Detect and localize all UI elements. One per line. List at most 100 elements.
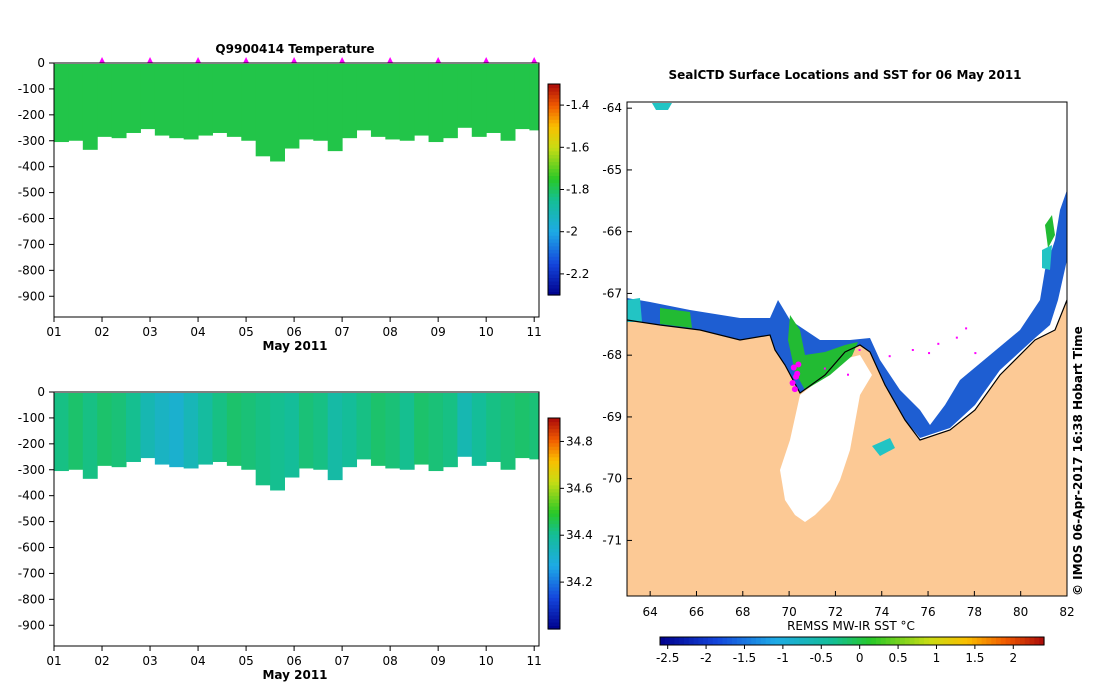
colorbar-segment	[548, 291, 560, 296]
profile-marker	[291, 57, 298, 63]
colorbar-segment	[548, 498, 560, 503]
profile-cell	[457, 393, 473, 457]
colorbar-segment	[548, 150, 560, 155]
x-tick-label: 11	[527, 325, 542, 339]
colorbar-segment	[548, 470, 560, 475]
profile-cell	[342, 393, 358, 468]
colorbar-segment	[962, 637, 968, 645]
colorbar-segment	[813, 637, 819, 645]
colorbar-tick-label: 1.5	[965, 651, 984, 665]
x-tick-label: 03	[142, 654, 157, 668]
profile-cell	[385, 393, 401, 469]
profile-cell	[500, 393, 516, 470]
profile-cell	[183, 393, 199, 469]
lat-tick-label: -69	[602, 410, 622, 424]
colorbar-segment	[703, 637, 709, 645]
seal-positions	[789, 361, 802, 393]
salinity-x-axis: 01 02 03 04 05 06 07 08 09 10 11	[46, 646, 542, 668]
colorbar-segment	[548, 224, 560, 229]
colorbar-segment	[548, 442, 560, 447]
colorbar-segment	[727, 637, 733, 645]
y-tick-label: -800	[18, 263, 45, 277]
profile-cell	[442, 393, 458, 468]
colorbar-segment	[679, 637, 685, 645]
profile-cell	[500, 64, 516, 141]
profile-cell	[428, 393, 444, 472]
x-tick-label: 07	[334, 325, 349, 339]
colorbar-segment	[548, 210, 560, 215]
colorbar-tick-label: -2.2	[566, 267, 589, 281]
colorbar-segment	[548, 572, 560, 577]
colorbar-segment	[548, 558, 560, 563]
colorbar-segment	[741, 637, 747, 645]
profile-cell	[226, 64, 242, 137]
salinity-colorbar: 34.8 34.6 34.4 34.2	[547, 417, 593, 630]
profile-cell	[82, 64, 98, 150]
colorbar-tick-label: -2.5	[656, 651, 679, 665]
colorbar-segment	[548, 495, 560, 500]
lon-tick-label: 74	[874, 605, 889, 619]
profile-cell	[54, 393, 69, 472]
colorbar-segment	[548, 534, 560, 539]
colorbar-segment	[548, 477, 560, 482]
track-dot	[888, 355, 891, 358]
colorbar-segment	[548, 217, 560, 222]
colorbar-segment	[548, 140, 560, 145]
seal-position	[795, 361, 802, 368]
temperature-colorbar: -1.4 -1.6 -1.8 -2 -2.2	[547, 83, 589, 296]
colorbar-segment	[548, 164, 560, 169]
credit-text: © IMOS 06-Apr-2017 16:38 Hobart Time	[1071, 326, 1085, 596]
colorbar-segment	[548, 565, 560, 570]
colorbar-segment	[548, 512, 560, 518]
temperature-frame	[53, 62, 540, 318]
colorbar-segment	[794, 637, 800, 645]
colorbar-segment	[548, 168, 560, 173]
profile-cell	[370, 393, 386, 466]
track-dot	[823, 367, 826, 370]
colorbar-segment	[548, 607, 560, 613]
x-tick-label: 10	[479, 654, 494, 668]
colorbar-segment	[548, 284, 560, 289]
y-tick-label: 0	[37, 56, 45, 70]
colorbar-segment	[871, 637, 877, 645]
colorbar-segment	[548, 604, 560, 609]
colorbar-segment	[548, 579, 560, 584]
y-tick-label: 0	[37, 385, 45, 399]
track-dot	[937, 342, 940, 345]
amery-ice-shelf	[780, 355, 872, 522]
colorbar-segment	[684, 637, 690, 645]
colorbar-segment	[660, 637, 666, 645]
profile-cell	[68, 64, 84, 141]
colorbar-segment	[919, 637, 925, 645]
colorbar-segment	[548, 484, 560, 489]
colorbar-segment	[1005, 637, 1011, 645]
colorbar-segment	[780, 637, 786, 645]
y-tick-label: -300	[18, 134, 45, 148]
colorbar-segment	[880, 637, 887, 645]
lon-tick-label: 64	[643, 605, 658, 619]
y-tick-label: -400	[18, 160, 45, 174]
track-dot	[858, 349, 861, 351]
colorbar-segment	[751, 637, 757, 645]
seal-position	[790, 364, 797, 371]
colorbar-segment	[765, 637, 771, 645]
colorbar-segment	[799, 637, 805, 645]
profile-cell	[241, 393, 257, 470]
lat-tick-label: -68	[602, 348, 622, 362]
profile-cell	[169, 64, 185, 139]
lon-tick-label: 82	[1059, 605, 1074, 619]
colorbar-segment	[548, 157, 560, 162]
profile-cell	[54, 64, 69, 143]
colorbar-segment	[548, 87, 560, 92]
y-tick-label: -600	[18, 541, 45, 555]
colorbar-segment	[548, 171, 560, 177]
colorbar-segment	[548, 263, 560, 268]
colorbar-segment	[548, 505, 560, 511]
profile-cell	[514, 64, 530, 130]
profile-cell	[342, 64, 358, 139]
colorbar-segment	[548, 221, 560, 226]
colorbar-segment	[770, 637, 776, 645]
track-dot	[965, 327, 968, 330]
temperature-xlabel: May 2011	[262, 339, 327, 353]
map-title: SealCTD Surface Locations and SST for 06…	[668, 68, 1021, 82]
